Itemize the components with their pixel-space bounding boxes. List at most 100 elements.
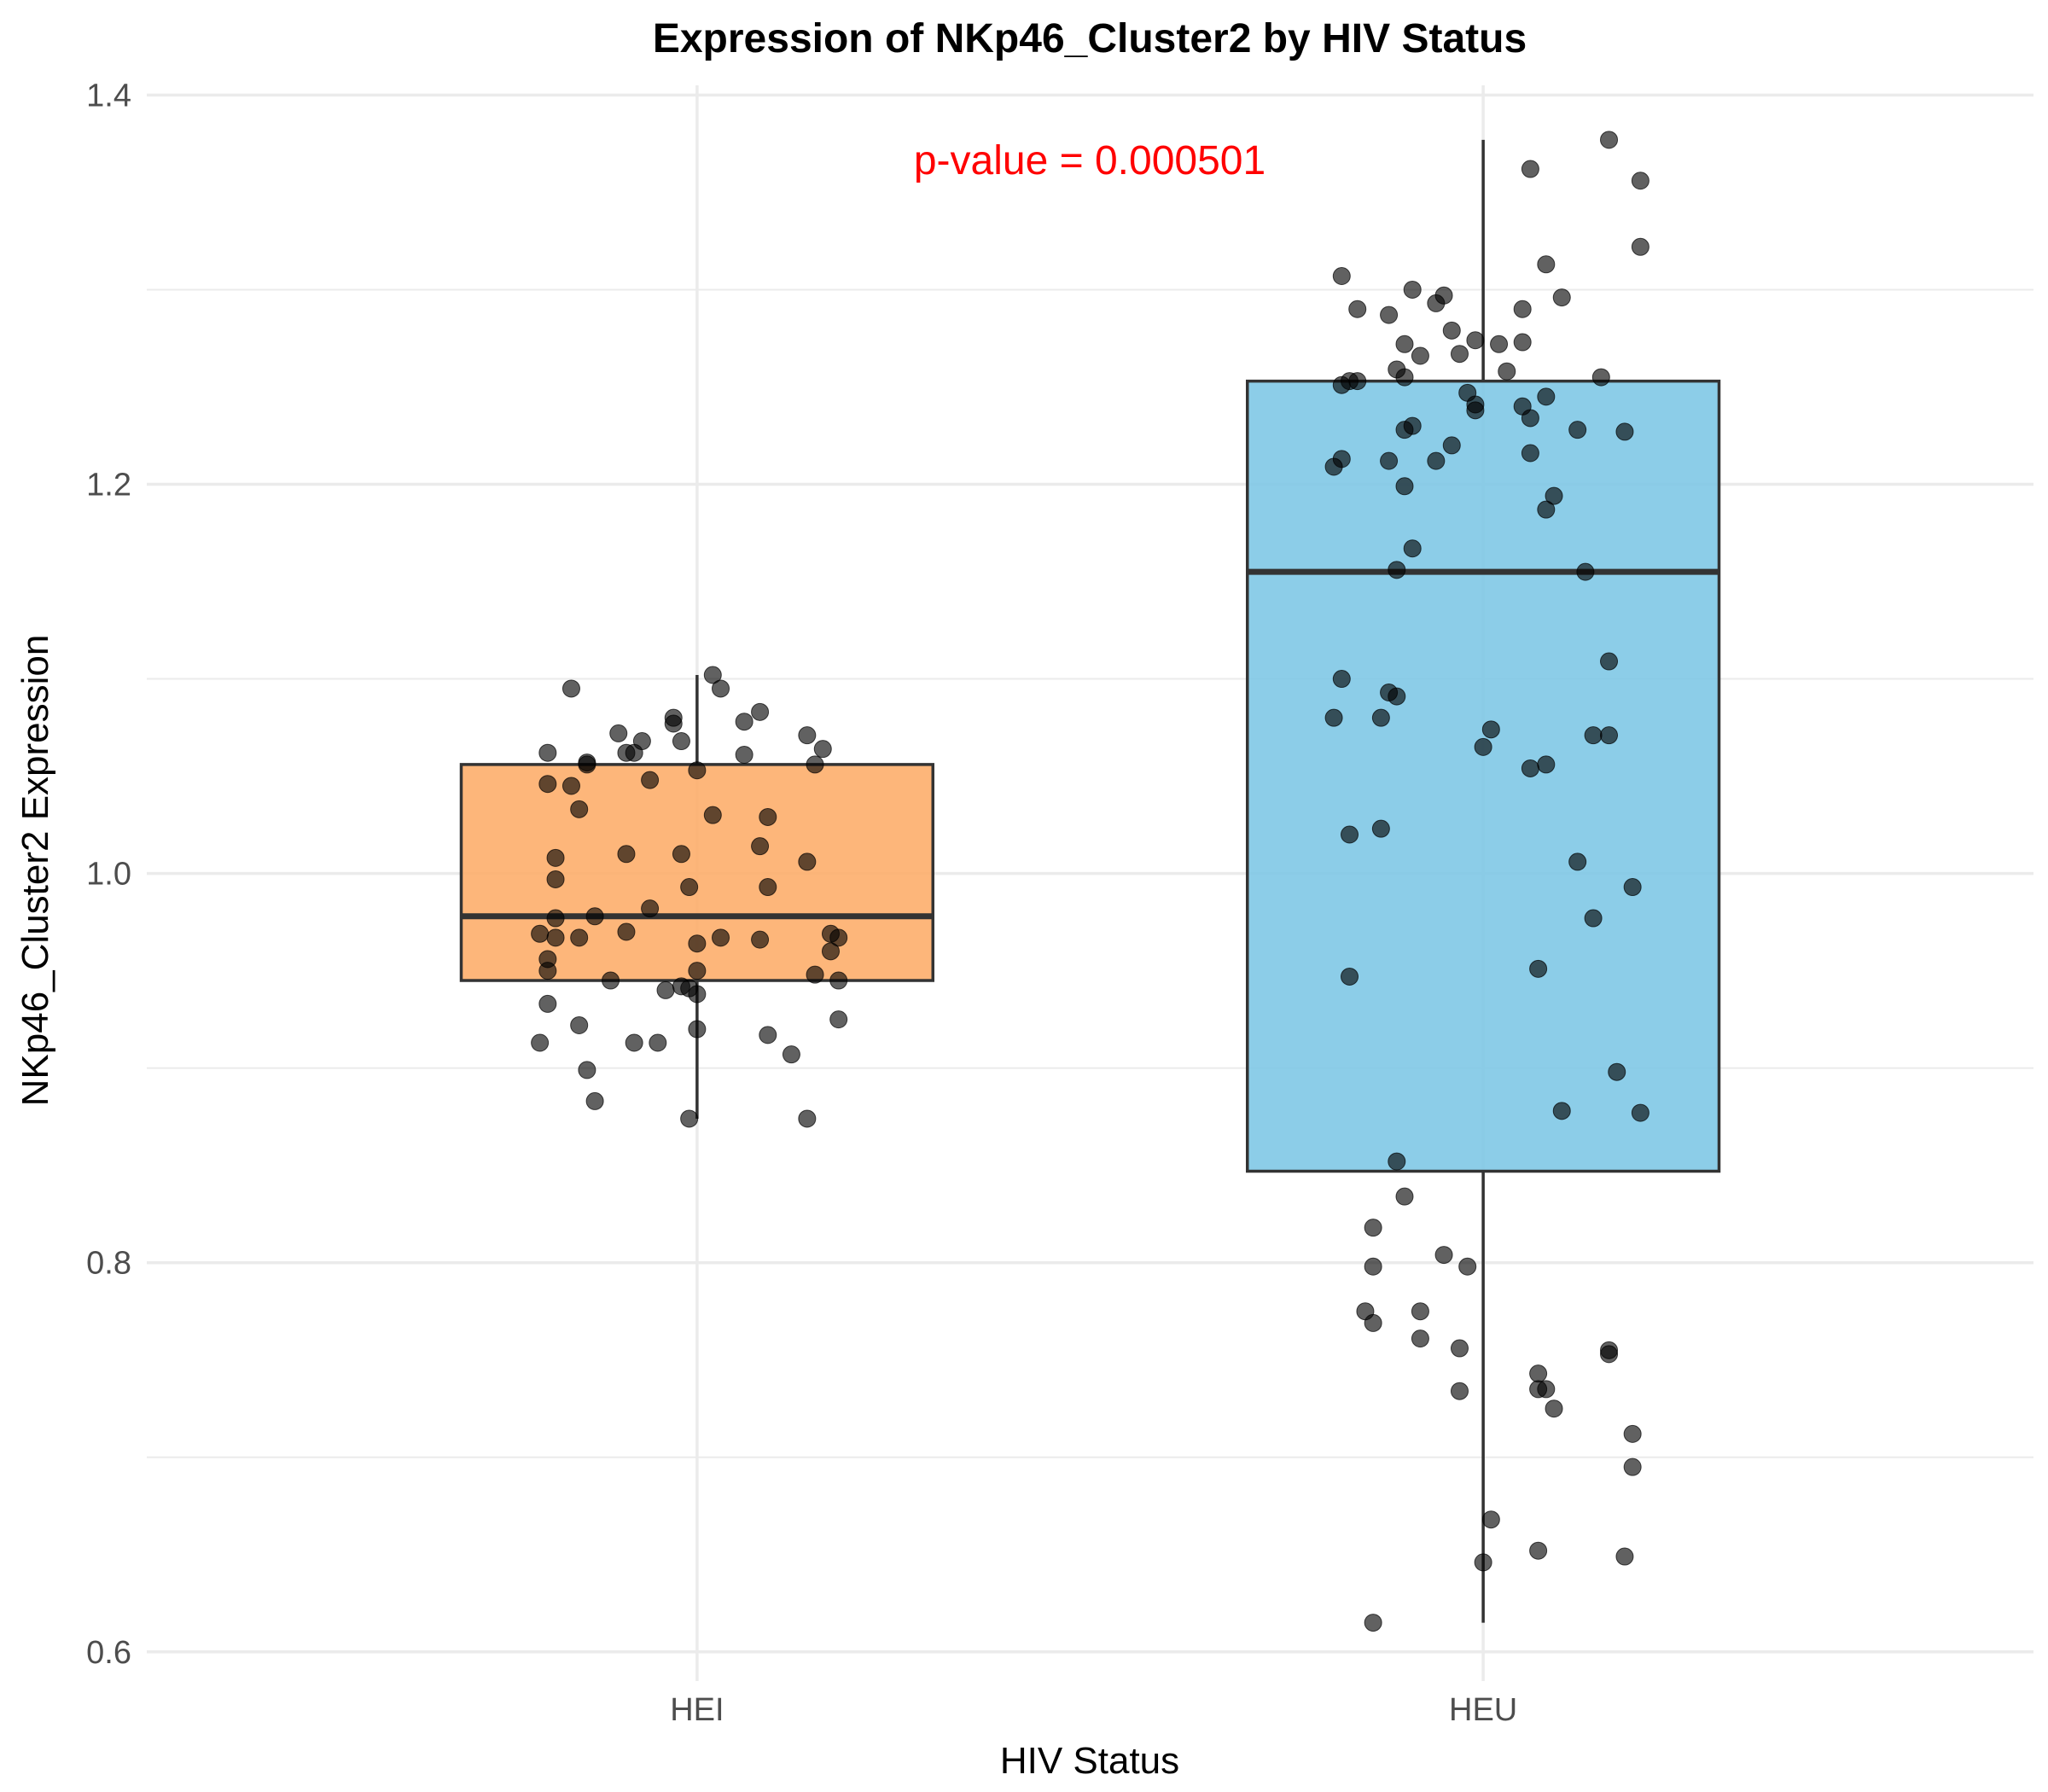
- data-point: [1450, 1339, 1469, 1358]
- data-point: [1600, 131, 1619, 149]
- data-point: [561, 679, 580, 698]
- x-tick-label: HEU: [1449, 1692, 1517, 1728]
- data-point: [806, 755, 824, 774]
- y-tick-label: 0.6: [86, 1635, 131, 1671]
- data-point: [1615, 1547, 1634, 1566]
- data-point: [1521, 160, 1539, 178]
- y-tick-label: 1.4: [86, 78, 131, 113]
- y-axis-title: NKp46_Cluster2 Expression: [15, 635, 56, 1107]
- axis-ticks: 0.6 0.8 1.0 1.2 1.4 HEI HEU: [86, 78, 1517, 1728]
- data-point: [759, 878, 777, 897]
- data-point: [1608, 1062, 1626, 1081]
- data-point: [1513, 333, 1532, 352]
- data-point: [1537, 255, 1556, 274]
- data-point: [538, 962, 557, 980]
- data-point: [1364, 1313, 1382, 1332]
- data-point: [1364, 1257, 1382, 1276]
- data-point: [1481, 720, 1500, 739]
- data-point: [821, 942, 840, 961]
- data-point: [1324, 457, 1343, 476]
- data-point: [538, 994, 557, 1013]
- data-point: [1631, 237, 1649, 256]
- data-point: [609, 724, 628, 742]
- data-point: [1395, 477, 1414, 496]
- data-point: [1537, 500, 1556, 519]
- data-point: [546, 928, 565, 947]
- data-point: [1403, 539, 1422, 558]
- data-point: [813, 740, 832, 759]
- data-point: [1450, 1382, 1469, 1400]
- data-point: [1537, 755, 1556, 774]
- data-point: [829, 928, 848, 947]
- data-point: [751, 702, 770, 721]
- data-point: [1450, 345, 1469, 364]
- data-point: [1521, 409, 1539, 428]
- data-point: [782, 1045, 800, 1064]
- chart-title: Expression of NKp46_Cluster2 by HIV Stat…: [653, 16, 1527, 61]
- data-point: [672, 732, 690, 751]
- data-point: [625, 1033, 643, 1052]
- p-value-annotation: p-value = 0.000501: [914, 138, 1265, 183]
- data-point: [1364, 1219, 1382, 1237]
- data-point: [829, 971, 848, 990]
- y-tick-label: 0.8: [86, 1246, 131, 1282]
- data-point: [1442, 321, 1461, 340]
- data-point: [570, 1015, 589, 1034]
- data-point: [1458, 1257, 1477, 1276]
- data-point: [688, 934, 707, 953]
- data-point: [1537, 387, 1556, 406]
- data-point: [1427, 294, 1446, 312]
- data-point: [1545, 1399, 1563, 1418]
- data-point: [649, 1033, 667, 1052]
- data-point: [641, 899, 660, 918]
- data-point: [1623, 1424, 1642, 1443]
- data-point: [703, 666, 722, 684]
- data-point: [1411, 1329, 1429, 1348]
- data-point: [1498, 362, 1516, 381]
- data-point: [1552, 288, 1571, 307]
- data-point: [602, 971, 620, 990]
- x-axis-title: HIV Status: [1000, 1740, 1179, 1782]
- data-point: [617, 922, 636, 941]
- data-point: [1466, 401, 1485, 420]
- data-point: [1332, 670, 1351, 689]
- data-point: [1537, 1380, 1556, 1399]
- data-point: [531, 924, 550, 943]
- data-point: [578, 755, 596, 774]
- data-point: [1481, 1510, 1500, 1529]
- data-point: [1521, 444, 1539, 463]
- data-point: [688, 761, 707, 780]
- data-point: [585, 1091, 604, 1110]
- data-point: [1364, 1614, 1382, 1632]
- data-point: [546, 870, 565, 888]
- data-point: [1584, 909, 1603, 928]
- data-point: [1395, 368, 1414, 387]
- data-point: [680, 1109, 699, 1128]
- data-point: [538, 743, 557, 762]
- data-point: [798, 1109, 817, 1128]
- data-point: [1332, 266, 1351, 285]
- data-point: [1371, 819, 1390, 838]
- data-point: [1615, 422, 1634, 441]
- data-point: [1600, 652, 1619, 671]
- data-point: [735, 745, 753, 764]
- data-point: [1474, 737, 1492, 756]
- data-point: [798, 852, 817, 871]
- data-point: [1490, 335, 1509, 353]
- data-point: [1395, 421, 1414, 439]
- data-point: [1324, 708, 1343, 727]
- data-point: [798, 726, 817, 745]
- data-point: [829, 1010, 848, 1029]
- data-point: [1552, 1102, 1571, 1120]
- data-point: [688, 962, 707, 980]
- data-point: [1411, 1302, 1429, 1321]
- data-point: [546, 909, 565, 928]
- data-point: [712, 928, 730, 947]
- data-point: [1388, 561, 1406, 579]
- data-point: [546, 848, 565, 867]
- data-point: [680, 878, 699, 897]
- data-point: [617, 845, 636, 864]
- data-point: [1529, 1364, 1548, 1383]
